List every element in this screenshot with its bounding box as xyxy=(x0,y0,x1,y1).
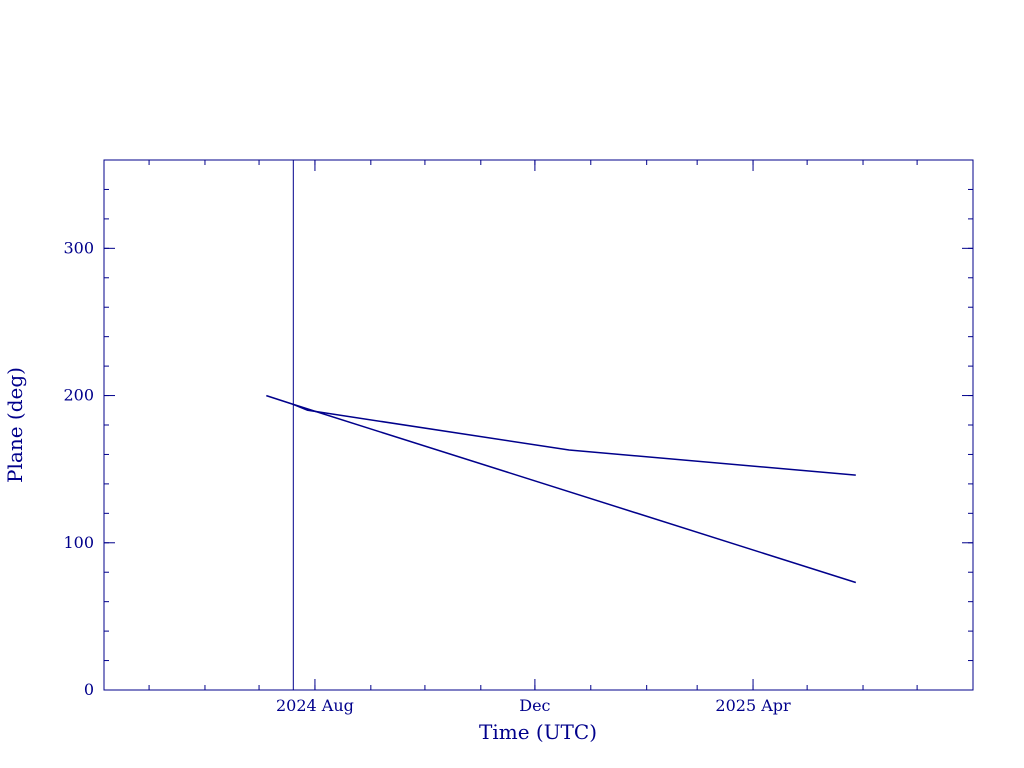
x-tick-label: 2025 Apr xyxy=(715,696,791,715)
y-tick-label: 200 xyxy=(63,386,94,405)
plot-frame xyxy=(103,159,974,691)
y-axis-label: Plane (deg) xyxy=(3,367,27,483)
x-tick-label: Dec xyxy=(519,696,550,715)
x-tick-label: 2024 Aug xyxy=(276,696,354,715)
series-line xyxy=(293,403,857,584)
x-axis-label: Time (UTC) xyxy=(479,720,597,744)
y-tick-label: 0 xyxy=(84,680,94,699)
tick-labels: 0 100 200 300 2024 Aug Dec 2025 Apr xyxy=(63,238,791,715)
series-line xyxy=(293,403,856,476)
axis-ticks xyxy=(104,159,973,691)
series-group xyxy=(266,160,857,690)
y-tick-label: 100 xyxy=(63,533,94,552)
series-line xyxy=(266,394,294,406)
y-tick-label: 300 xyxy=(63,238,94,257)
